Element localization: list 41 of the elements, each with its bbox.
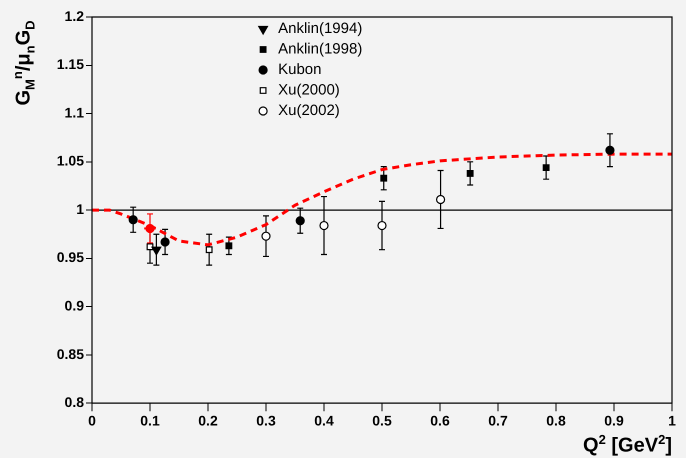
y-tick-label: 0.9 bbox=[64, 298, 84, 314]
x-tick-label: 0.2 bbox=[198, 412, 218, 428]
x-tick-label: 0.8 bbox=[546, 412, 566, 428]
legend-label: Xu(2002) bbox=[278, 102, 340, 120]
point bbox=[542, 164, 550, 172]
y-tick-label: 0.8 bbox=[64, 394, 84, 410]
point bbox=[261, 232, 271, 241]
y-tick-label: 0.85 bbox=[56, 346, 84, 362]
x-tick-label: 0.9 bbox=[604, 412, 624, 428]
point bbox=[145, 224, 155, 234]
y-tick-label: 1.05 bbox=[56, 152, 84, 169]
point bbox=[151, 246, 162, 256]
point bbox=[296, 216, 305, 226]
x-tick-label: 0.6 bbox=[430, 412, 450, 428]
point bbox=[605, 146, 615, 155]
x-tick-label: 0.3 bbox=[256, 412, 276, 428]
y-tick-label: 1.15 bbox=[56, 56, 84, 72]
x-tick-label: 0.5 bbox=[372, 412, 392, 428]
legend-label: Kubon bbox=[278, 61, 322, 78]
legend-label: Anklin(1994) bbox=[278, 20, 362, 38]
point bbox=[319, 220, 329, 230]
legend-label: Xu(2000) bbox=[278, 82, 340, 99]
y-tick-label: 1.2 bbox=[64, 8, 84, 24]
x-tick-label: 0.7 bbox=[488, 412, 508, 428]
x-tick-label: 0.1 bbox=[140, 412, 160, 428]
point bbox=[160, 237, 170, 247]
point bbox=[377, 220, 387, 230]
x-axis-title: Q$^{2}$ [GeV$^{2}$] bbox=[583, 432, 672, 458]
y-tick-label: 0.95 bbox=[56, 249, 84, 266]
y-tick-label: 1.1 bbox=[64, 104, 84, 120]
point bbox=[225, 242, 232, 250]
legend-label: Anklin(1998) bbox=[278, 40, 362, 58]
x-tick-label: 0 bbox=[88, 412, 96, 428]
point bbox=[436, 194, 446, 204]
y-tick-label: 1 bbox=[76, 200, 84, 217]
x-tick-label: 0.4 bbox=[314, 412, 334, 428]
point bbox=[466, 170, 474, 177]
point bbox=[128, 215, 138, 224]
point bbox=[206, 246, 213, 254]
point bbox=[380, 174, 388, 182]
x-tick-label: 1 bbox=[668, 412, 676, 428]
